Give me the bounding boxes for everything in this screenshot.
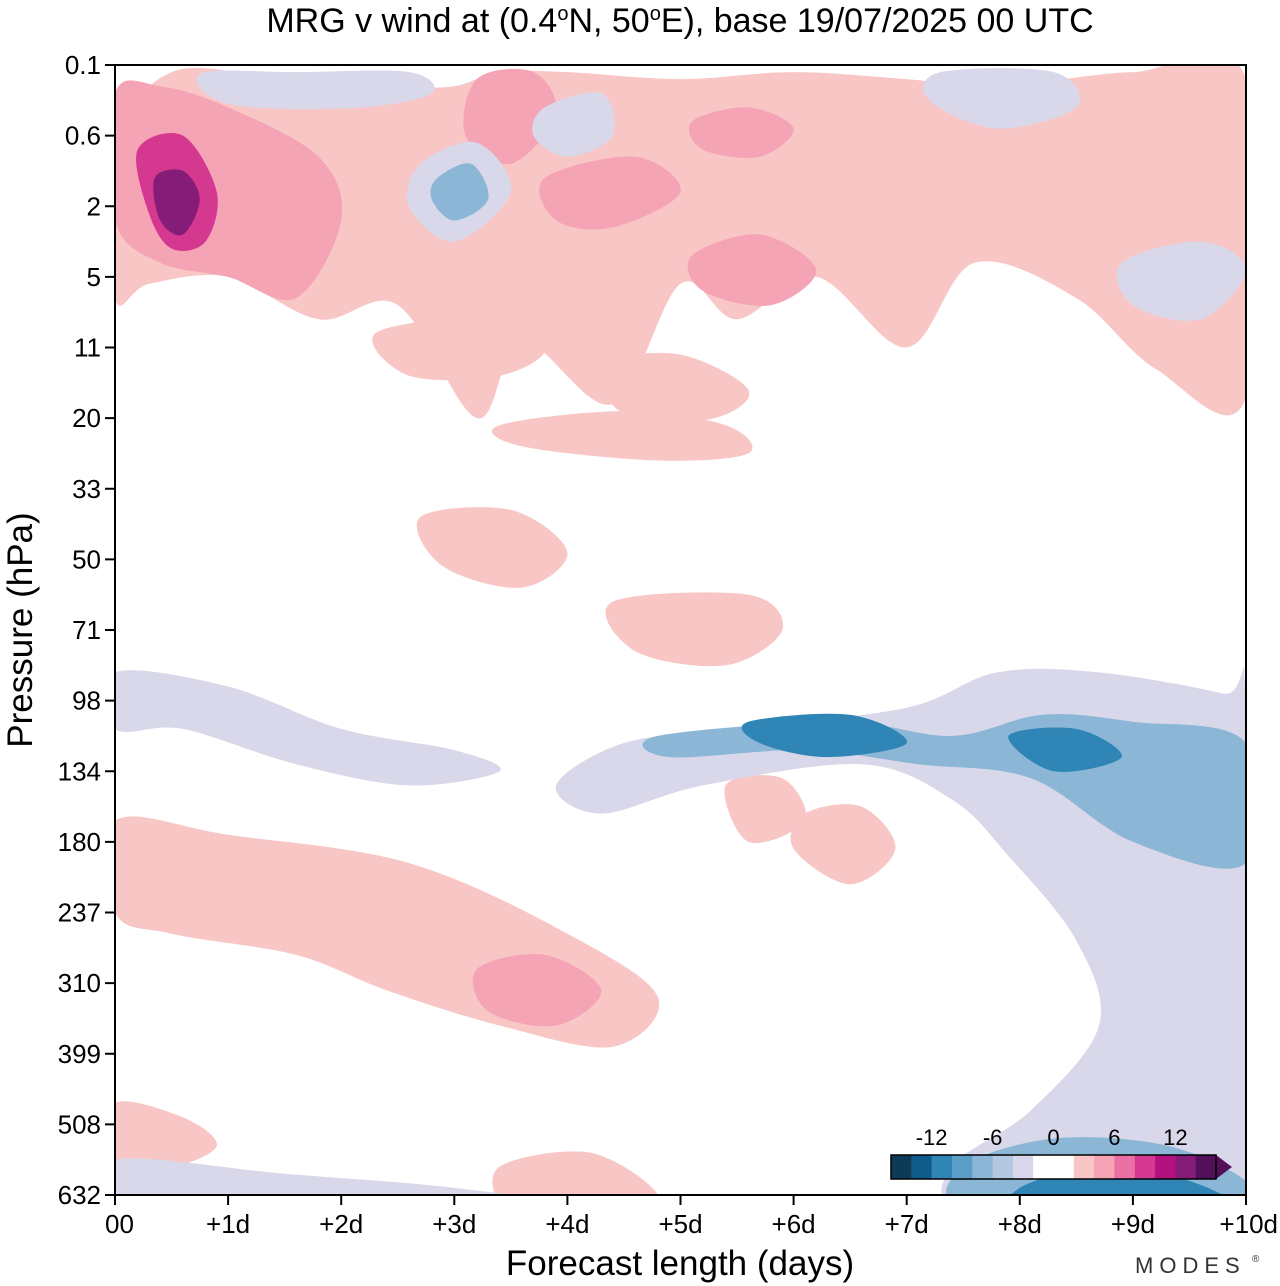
colorbar-swatch (1012, 1155, 1034, 1179)
contour-region-neg-13 (1116, 241, 1246, 321)
colorbar-tick-label: -6 (983, 1125, 1003, 1150)
y-tick-label: 180 (58, 827, 101, 857)
contour-region-pos-2 (463, 68, 557, 165)
colorbar-swatch (891, 1155, 912, 1179)
colorbar-extend-arrow (1216, 1155, 1232, 1179)
contour-region-pos-17 (416, 507, 568, 588)
x-tick-label: 00 (105, 1209, 134, 1239)
contour-region-pos-3 (688, 107, 794, 159)
colorbar-legend: -12 -6 0 6 12 (890, 1125, 1232, 1180)
contour-region-pos-4 (539, 156, 681, 230)
contour-region-pos-24 (790, 804, 896, 885)
colorbar-swatch (992, 1155, 1014, 1179)
colorbar-swatch (951, 1155, 973, 1179)
x-tick-label: +8d (998, 1209, 1042, 1239)
contour-region-neg-32 (115, 1158, 516, 1195)
x-tick-label: +10d (1219, 1209, 1278, 1239)
y-tick-label: 2 (87, 191, 101, 221)
colorbar-tick-label: -12 (916, 1125, 948, 1150)
degree-symbol: o (650, 3, 661, 25)
colorbar-swatch (1073, 1155, 1095, 1179)
y-tick-label: 11 (74, 333, 101, 363)
registered-mark: ® (1252, 1254, 1260, 1265)
y-tick-label: 5 (87, 262, 101, 292)
y-tick-label: 20 (72, 403, 101, 433)
contour-region-pos-21 (115, 1101, 217, 1169)
colorbar-swatch (1155, 1155, 1176, 1179)
colorbar-swatch (1195, 1155, 1217, 1179)
colorbar-swatch (972, 1155, 993, 1179)
y-tick-label: 0.6 (65, 121, 101, 151)
degree-symbol: o (557, 3, 568, 25)
x-tick-label: +2d (319, 1209, 363, 1239)
colorbar-swatch (1094, 1155, 1115, 1179)
colorbar-swatch (1114, 1155, 1136, 1179)
colorbar-swatch (911, 1155, 932, 1179)
colorbar-tick-label: 12 (1163, 1125, 1187, 1150)
x-axis: 00 +1d +2d +3d +4d +5d +6d +7d +8d +9d +10d (105, 1195, 1278, 1239)
contour-region-neg-27 (741, 713, 907, 758)
x-tick-label: +1d (206, 1209, 250, 1239)
contour-region-neg-8 (196, 70, 435, 110)
y-axis: 0.1 0.6 2 5 11 20 33 50 71 98 134 180 237 310 399 508 63… (58, 50, 115, 1210)
contour-region-neg-31 (115, 670, 501, 786)
contour-region-pos-23 (724, 775, 807, 844)
contour-region-pos-7 (153, 169, 200, 236)
x-tick-label: +4d (545, 1209, 589, 1239)
y-tick-label: 310 (58, 968, 101, 998)
contour-region-neg-10 (430, 163, 489, 221)
y-tick-label: 632 (58, 1180, 101, 1210)
y-tick-label: 0.1 (65, 50, 101, 80)
modes-logo: MODES (1135, 1253, 1246, 1278)
contour-region-pos-5 (687, 234, 817, 306)
contour-region-pos-16 (491, 411, 753, 461)
colorbar-swatch (1175, 1155, 1197, 1179)
contour-layer (115, 65, 1246, 1195)
contour-region-pos-0 (115, 65, 1246, 419)
y-tick-label: 237 (58, 898, 101, 928)
y-tick-label: 33 (72, 474, 101, 504)
contour-region-neg-11 (532, 92, 615, 157)
contour-region-pos-15 (593, 352, 750, 422)
colorbar-swatch (1053, 1155, 1075, 1179)
x-tick-label: +3d (432, 1209, 476, 1239)
contour-region-pos-18 (605, 592, 784, 667)
x-tick-label: +7d (885, 1209, 929, 1239)
chart-title: MRG v wind at (0.4oN, 50oE), base 19/07/… (266, 2, 1093, 40)
colorbar-swatch (1033, 1155, 1054, 1179)
contour-region-pos-22 (492, 1151, 658, 1195)
contour-region-pos-20 (472, 954, 602, 1027)
contour-region-neg-12 (923, 68, 1080, 129)
y-tick-label: 71 (72, 615, 101, 645)
y-tick-label: 98 (72, 686, 101, 716)
x-tick-label: +5d (658, 1209, 702, 1239)
y-tick-label: 399 (58, 1039, 101, 1069)
y-tick-label: 134 (58, 756, 101, 786)
y-axis-label: Pressure (hPa) (1, 512, 40, 747)
x-tick-label: +6d (772, 1209, 816, 1239)
colorbar-frame (890, 1154, 1217, 1180)
x-axis-label: Forecast length (days) (506, 1244, 854, 1283)
colorbar-tick-label: 0 (1047, 1125, 1059, 1150)
colorbar-tick-label: 6 (1108, 1125, 1120, 1150)
x-tick-label: +9d (1111, 1209, 1155, 1239)
y-tick-label: 508 (58, 1109, 101, 1139)
contour-region-neg-28 (1008, 727, 1122, 772)
colorbar-swatch (1134, 1155, 1156, 1179)
colorbar-swatch (931, 1155, 953, 1179)
contour-region-pos-14 (372, 318, 546, 381)
y-tick-label: 50 (72, 544, 101, 574)
